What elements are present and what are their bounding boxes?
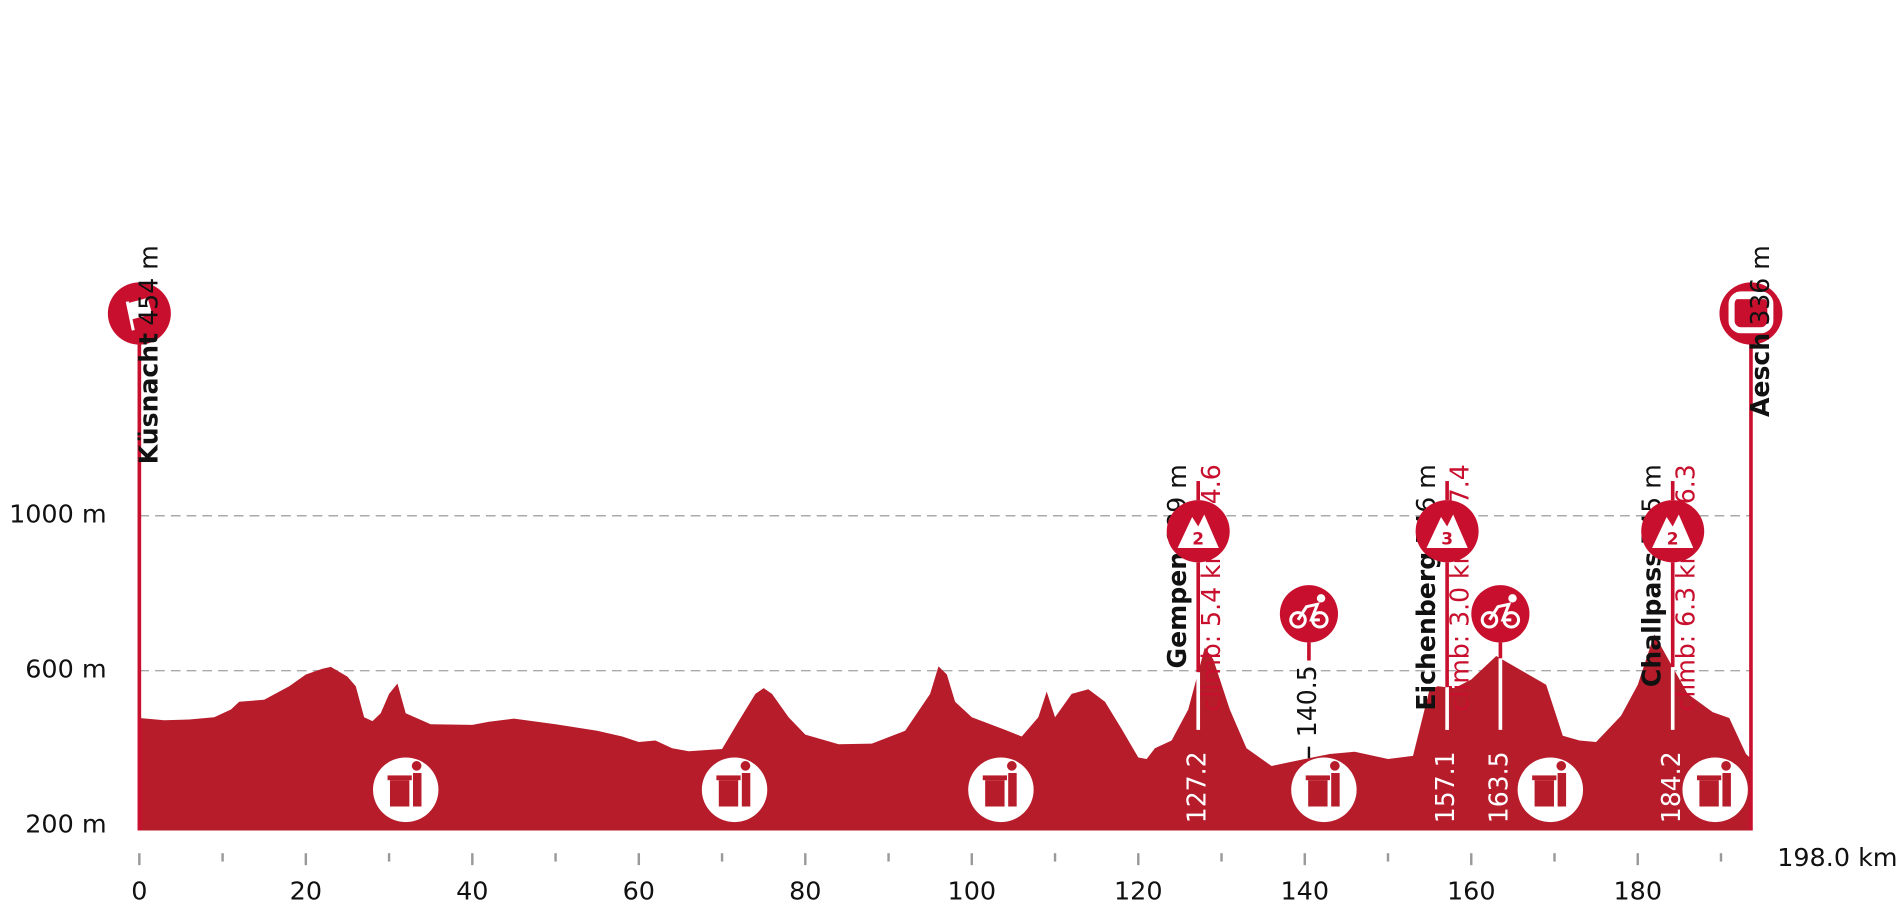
climb-name-part: Eichenberg [1412, 552, 1441, 711]
sprint-km-part: 163.5 [1484, 751, 1513, 823]
x-tick-label: 180 [1613, 877, 1662, 906]
litter-lid [716, 775, 741, 781]
litter-zone [373, 757, 439, 823]
litter-zone [1291, 757, 1357, 823]
x-tick-label: 160 [1447, 877, 1496, 906]
litter-lid [1305, 775, 1330, 781]
climb-km: 127.2 [1182, 751, 1211, 823]
litter-person-body [741, 773, 751, 807]
x-tick-label: 60 [623, 877, 655, 906]
litter-person-body [413, 773, 422, 807]
litter-zone [968, 757, 1034, 823]
litter-bin [985, 780, 1005, 807]
litter-person-body [1008, 773, 1017, 807]
x-tick-label: 120 [1114, 877, 1163, 906]
mountain-icon [1652, 514, 1694, 549]
litter-person-head [740, 761, 751, 771]
x-tick-label: 40 [456, 877, 488, 906]
climb-category: 3 [1441, 529, 1453, 549]
litter-person-head [411, 761, 422, 771]
litter-person-body [1557, 773, 1567, 807]
litter-zone [1682, 757, 1748, 823]
litter-lid [1532, 775, 1557, 781]
bike-head [1508, 594, 1517, 603]
litter-bin [1308, 780, 1328, 807]
sprint-marker [1471, 585, 1530, 643]
bike-rider [1296, 602, 1320, 622]
litter-person-head [1721, 761, 1731, 771]
litter-lid [1696, 775, 1722, 781]
sprint-km: 140.5 [1293, 665, 1322, 737]
flag-pole [125, 301, 135, 331]
start-label: Küsnacht 454 m [134, 245, 163, 464]
start-label-part: 454 m [134, 245, 163, 325]
litter-lid [982, 775, 1007, 781]
litter-person-body [1722, 773, 1731, 807]
mountain-icon [1426, 514, 1468, 549]
flag-icon [126, 297, 153, 320]
x-tick-label: 100 [948, 877, 997, 906]
litter-bin [389, 780, 410, 807]
finish-label-part: 336 m [1746, 245, 1775, 325]
climb-km-part: 127.2 [1182, 751, 1211, 823]
climb-name-part: Gempen [1163, 552, 1192, 669]
x-tick-label: 80 [789, 877, 821, 906]
climb-km-part: 184.2 [1657, 751, 1686, 823]
bike-wheel [1480, 611, 1499, 629]
litter-person-head [1556, 761, 1567, 771]
sprint-km-part: 140.5 [1293, 665, 1322, 737]
litter-zone [1517, 757, 1584, 823]
climb-km-part: 157.1 [1431, 751, 1460, 823]
bike-wheel [1289, 611, 1307, 629]
litter-person-body [1331, 773, 1340, 807]
y-tick-label: 200 m [25, 810, 106, 839]
litter-bin [1699, 780, 1719, 807]
sprint-km: 163.5 [1484, 751, 1513, 823]
y-tick-label: 600 m [25, 655, 106, 684]
climb-name: Gempen689 m [1163, 464, 1192, 668]
bike-rider [1488, 602, 1512, 622]
climb-category: 2 [1667, 529, 1679, 549]
arch-banner [1736, 291, 1766, 300]
litter-bin [1534, 780, 1554, 807]
climb-name-part: Challpass [1637, 552, 1666, 687]
x-tick-label: 140 [1280, 877, 1329, 906]
distance-label: 198.0 km [1777, 843, 1897, 872]
x-tick-label: 0 [131, 877, 147, 906]
litter-bin [718, 780, 739, 807]
litter-zone [701, 757, 768, 823]
y-tick-label: 1000 m [9, 500, 107, 529]
litter-person-head [1006, 761, 1017, 771]
start-label-part: Küsnacht [134, 333, 163, 464]
mountain-icon [1177, 514, 1219, 549]
climb-km: 157.1 [1431, 751, 1460, 823]
litter-person-head [1329, 761, 1340, 771]
climb-name: Challpass745 m [1637, 464, 1666, 687]
sprint-marker [1279, 585, 1339, 643]
finish-label-part: Aesch [1746, 333, 1775, 417]
climb-km: 184.2 [1657, 751, 1686, 823]
litter-lid [387, 775, 412, 781]
x-tick-label: 20 [290, 877, 322, 906]
bike-head [1316, 594, 1326, 603]
climb-name: Eichenberg546 m [1412, 464, 1441, 710]
finish-label: Aesch 336 m [1746, 245, 1775, 417]
climb-category: 2 [1192, 529, 1204, 549]
